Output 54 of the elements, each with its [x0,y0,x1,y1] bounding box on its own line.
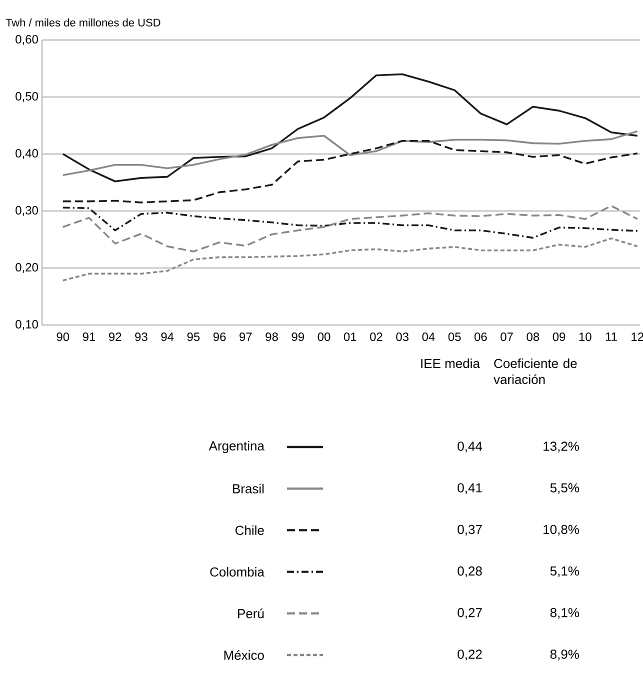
x-tick-label: 91 [82,332,96,342]
y-tick-label: 0,40 [16,149,38,159]
line-series [62,204,638,252]
x-tick-label: 02 [370,332,382,342]
x-tick-label: 90 [56,332,70,342]
legend-label: Perú [238,608,264,618]
x-tick-label: 00 [318,332,330,342]
text: 13,2% [544,442,579,452]
y-tick-label: 0,30 [16,206,38,216]
text: 0,41 [458,483,482,494]
legend-label: Chile [236,525,264,535]
y-axis-title: Twh / miles de millones de USD [6,18,160,26]
x-tick-label: 06 [474,332,487,342]
y-tick-label: 0,10 [16,320,38,330]
x-tick-label: 07 [500,332,513,342]
text: 10,8% [544,524,579,536]
x-tick-label: 09 [552,332,566,342]
text: 0,28 [458,566,482,578]
y-tick-label: 0,20 [16,263,38,273]
x-tick-label: 01 [344,332,356,342]
text: 8,1% [550,608,579,619]
x-tick-label: 97 [240,332,252,342]
x-tick-label: 10 [579,332,592,342]
x-tick-label: 12 [632,332,643,341]
x-tick-label: 08 [526,332,540,342]
x-tick-label: 98 [266,332,278,342]
x-tick-label: 05 [448,332,461,342]
legend-label: México [224,650,264,660]
y-tick-label: 0,60 [16,35,38,45]
text: IEE media [421,358,480,368]
line-series [62,130,638,176]
x-tick-label: 96 [213,332,226,342]
line-series [62,73,638,182]
y-tick-label: 0,50 [16,92,38,102]
text: 5,1% [550,566,579,578]
legend-label: Argentina [208,440,264,454]
x-tick-label: 92 [109,332,122,342]
text: 0,27 [458,608,482,619]
line-series [62,206,638,239]
text: 0,37 [458,524,482,536]
text: 0,44 [458,442,482,452]
text: 0,22 [458,650,482,660]
legend-label: Colombia [210,567,264,577]
text: 5,5% [550,483,579,494]
x-tick-label: 99 [292,332,304,342]
x-tick-label: 04 [422,332,435,342]
text: Coeficiente de variación [494,358,577,384]
x-tick-label: 11 [606,332,617,341]
legend-label: Brasil [233,484,264,494]
x-tick-label: 94 [161,332,174,342]
x-tick-label: 93 [135,332,148,342]
x-tick-label: 95 [187,332,200,342]
x-tick-label: 03 [396,332,409,342]
text: 8,9% [550,650,579,660]
